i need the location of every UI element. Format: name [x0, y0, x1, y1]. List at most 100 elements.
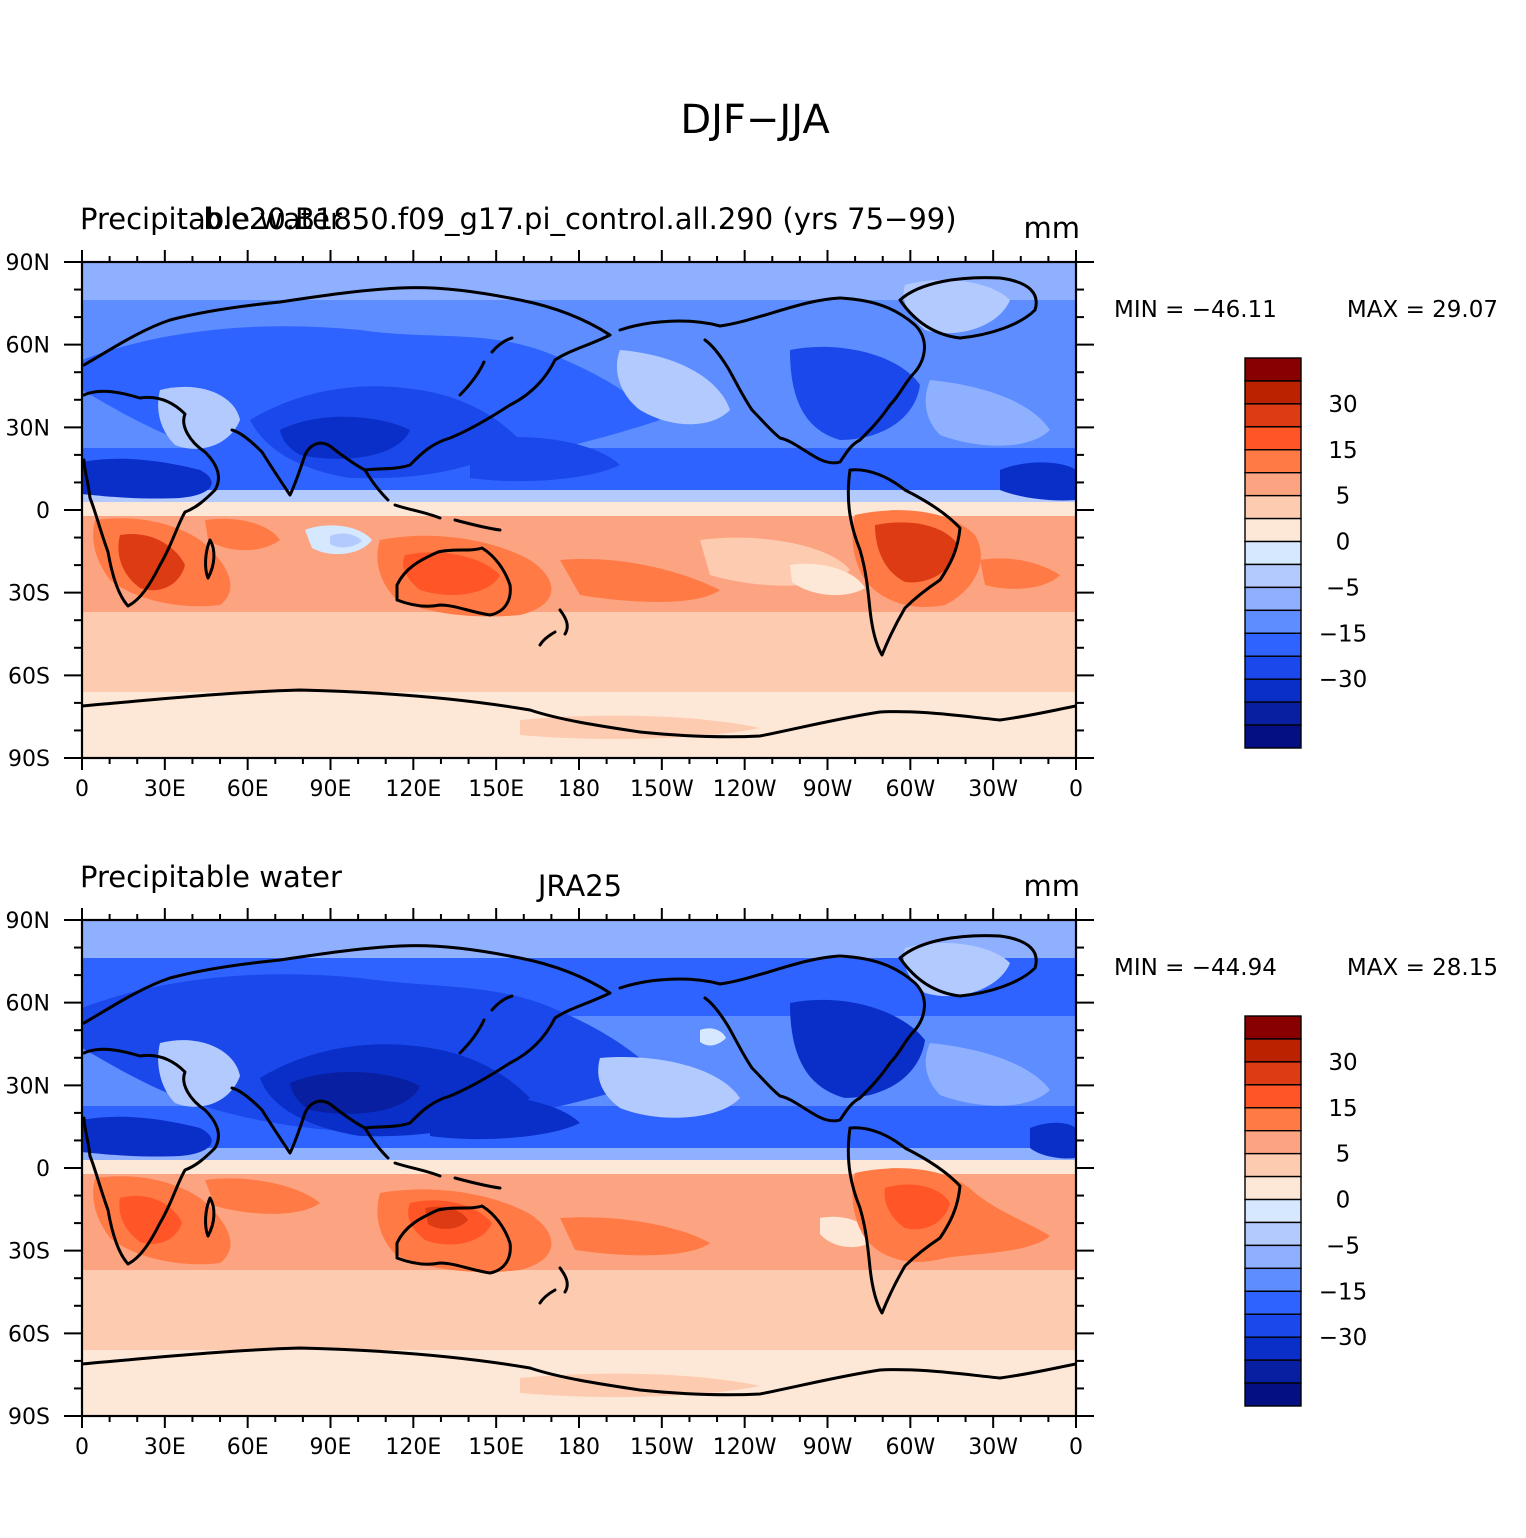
y-tick-label: 90S [8, 747, 50, 772]
x-tick-label: 0 [1069, 1435, 1083, 1460]
colorbar-swatch [1244, 655, 1302, 680]
colorbar: 30 15 5 0 −5 −15 −30 [1244, 1015, 1368, 1407]
colorbar-swatch [1244, 357, 1302, 382]
y-tick-label: 60N [6, 992, 50, 1017]
x-tick-label: 90E [310, 777, 352, 802]
band-equator-north [82, 490, 1076, 504]
colorbar-label: −5 [1326, 1233, 1360, 1259]
blob-pacific-pale [700, 1028, 726, 1046]
panel-units-label: mm [1024, 869, 1081, 903]
map-ticks [64, 908, 1094, 1428]
blob-spcz [560, 559, 720, 602]
coast-samerica [846, 468, 962, 657]
panel-model: Precipitable water b.e20.B1850.f09_g17.p… [6, 202, 1498, 802]
y-tick-label: 30N [6, 1074, 50, 1099]
x-tick-label: 0 [75, 777, 89, 802]
colorbar: 30 15 5 0 −5 −15 −30 [1244, 357, 1367, 749]
blob-greenland [903, 280, 1010, 334]
colorbar-swatch [1244, 1313, 1302, 1338]
blob-sahel-dark [82, 458, 212, 499]
coast-greenland [898, 934, 1038, 998]
x-tick-label: 60W [885, 777, 935, 802]
colorbar-label: 0 [1336, 1188, 1351, 1214]
x-tick-label: 150E [468, 1435, 524, 1460]
x-tick-label: 30W [968, 1435, 1018, 1460]
coast-africa-europe [82, 1047, 220, 1266]
map-tick-labels: 0 30E 60E 90E 120E 150E 180 150W 120W 90W 60W 30W 09… [6, 251, 1083, 802]
colorbar-label: 0 [1336, 530, 1351, 556]
colorbar-label: −15 [1319, 1279, 1368, 1305]
colorbar-swatch [1244, 586, 1302, 612]
colorbar-swatch [1244, 1336, 1302, 1361]
map-tick-labels: 0 30E 60E 90E 120E 150E 180 150W 120W 90W 60W 30W 09… [6, 909, 1083, 1460]
x-tick-label: 90W [803, 777, 853, 802]
panel-variable-label: Precipitable water [80, 202, 342, 236]
blob-spcz [560, 1217, 710, 1256]
colorbar-swatch [1244, 1061, 1302, 1086]
panel-units-label: mm [1024, 211, 1081, 245]
x-tick-label: 60W [885, 1435, 935, 1460]
y-tick-label: 60N [6, 334, 50, 359]
figure-title: DJF−JJA [680, 97, 830, 143]
x-tick-label: 150E [468, 777, 524, 802]
coast-namerica [618, 296, 926, 465]
coast-greenland [898, 276, 1038, 340]
map-field [82, 920, 1076, 1416]
x-tick-label: 60E [227, 777, 269, 802]
x-tick-label: 120W [713, 777, 777, 802]
coast-australia [395, 1204, 512, 1275]
coast-samerica [846, 1126, 962, 1315]
panel-variable-label: Precipitable water [80, 860, 342, 894]
max-label: MAX = 28.15 [1347, 955, 1498, 981]
x-tick-label: 120E [385, 1435, 441, 1460]
coast-antarctica [82, 1346, 1076, 1397]
map-ticks [64, 250, 1094, 770]
panel-reanalysis: Precipitable water JRA25 mm [6, 860, 1498, 1460]
coast-africa-europe [82, 389, 220, 608]
coast-japan [458, 336, 514, 397]
coast-seasia [363, 468, 502, 532]
colorbar-swatch [1244, 563, 1302, 589]
panel-dataset-title: b.e20.B1850.f09_g17.pi_control.all.290 (… [203, 202, 956, 236]
band-south-mid [82, 1270, 1076, 1352]
blob-satlantic [980, 558, 1060, 589]
coast-seasia [363, 1126, 502, 1190]
x-tick-label: 60E [227, 1435, 269, 1460]
blob-indian-ocean [205, 518, 280, 551]
band-equator [82, 1160, 1076, 1176]
x-tick-label: 150W [630, 1435, 694, 1460]
colorbar-swatch [1244, 449, 1302, 474]
coast-eurasia [82, 944, 612, 1155]
y-tick-label: 0 [36, 1157, 50, 1182]
x-tick-label: 150W [630, 777, 694, 802]
x-tick-label: 30E [144, 777, 186, 802]
colorbar-swatch [1244, 1359, 1302, 1384]
coastlines [82, 934, 1076, 1397]
coast-japan [458, 994, 514, 1055]
blob-australia-core [403, 552, 500, 595]
coast-antarctica [82, 688, 1076, 739]
blob-atlantic-mid [925, 1043, 1050, 1106]
x-tick-label: 180 [558, 1435, 600, 1460]
max-label: MAX = 29.07 [1347, 297, 1498, 323]
colorbar-swatch [1244, 1382, 1302, 1407]
min-label: MIN = −46.11 [1114, 297, 1277, 323]
coast-madagascar [204, 538, 216, 580]
coastlines [82, 276, 1076, 739]
colorbar-swatch [1244, 540, 1302, 566]
colorbar-swatch [1244, 724, 1302, 749]
coast-namerica [618, 954, 926, 1123]
blob-pacific-light [616, 350, 730, 425]
y-tick-label: 0 [36, 499, 50, 524]
colorbar-swatch [1244, 1175, 1302, 1201]
colorbar-swatch [1244, 1107, 1302, 1132]
blob-tibet [280, 416, 410, 459]
coast-madagascar [204, 1196, 216, 1238]
blob-pacific-dark [470, 436, 620, 482]
blob-arabia [158, 386, 240, 449]
blob-pacific-dark [430, 1094, 580, 1140]
colorbar-swatch [1244, 1221, 1302, 1247]
colorbar-label: 30 [1328, 1050, 1357, 1076]
colorbar-swatch [1244, 1038, 1302, 1063]
